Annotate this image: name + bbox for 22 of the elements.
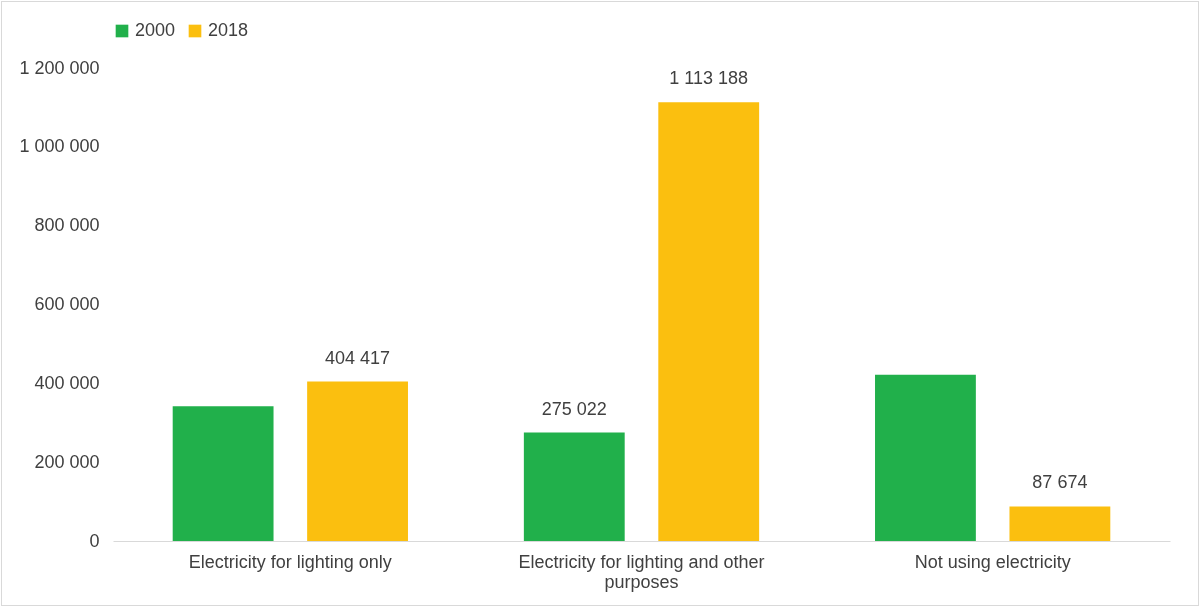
data-label: 1 113 188 [669,68,749,89]
data-label: 275 022 [541,398,607,419]
data-label: 87 674 [1032,472,1088,493]
data-label: 404 417 [325,347,391,368]
legend-label: 2000 [135,20,176,40]
bar [875,374,976,541]
y-tick-label: 400 000 [34,372,100,393]
y-tick-label: 200 000 [34,451,100,472]
legend-label: 2018 [208,20,249,40]
bar [658,102,760,541]
y-tick-label: 0 [89,530,100,551]
y-tick-label: 800 000 [34,215,100,236]
bar [172,406,274,541]
bar [523,432,625,541]
y-tick-label: 1 000 000 [19,136,100,157]
y-tick-label: 1 200 000 [19,57,100,78]
y-tick-label: 600 000 [34,294,100,314]
bar [1009,506,1111,541]
bar [307,381,408,541]
x-tick-label: Electricity for lighting only [188,551,392,572]
x-tick-label: Not using electricity [914,551,1071,572]
x-tick-label: Electricity for lighting and other purposes [518,551,765,592]
